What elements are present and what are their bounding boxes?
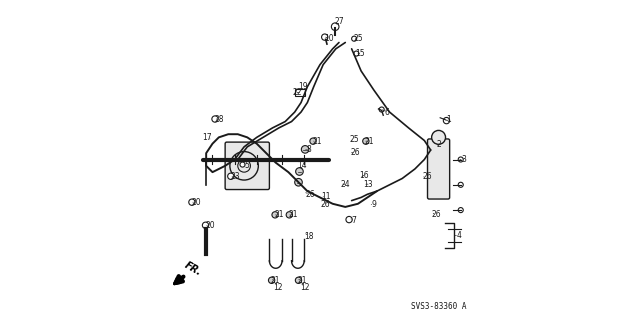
Text: 6: 6 [385, 108, 390, 116]
Text: 2: 2 [436, 140, 441, 149]
Circle shape [310, 138, 316, 144]
Text: 1: 1 [446, 115, 451, 124]
Text: 21: 21 [298, 276, 307, 285]
Circle shape [240, 162, 245, 167]
Text: 25: 25 [350, 135, 360, 145]
Circle shape [212, 116, 218, 122]
Text: 21: 21 [274, 210, 284, 219]
Text: 21: 21 [365, 137, 374, 146]
Circle shape [268, 277, 275, 284]
Text: 3: 3 [461, 155, 467, 164]
Text: 12: 12 [300, 283, 310, 292]
Text: 27: 27 [334, 18, 344, 26]
Circle shape [444, 117, 450, 124]
Circle shape [351, 36, 356, 41]
Text: 14: 14 [297, 161, 307, 170]
Circle shape [458, 182, 463, 187]
Text: 26: 26 [305, 190, 315, 199]
Text: 22: 22 [292, 88, 301, 97]
Text: 26: 26 [321, 200, 330, 209]
Circle shape [458, 208, 463, 213]
Text: 5: 5 [244, 161, 249, 170]
Text: 17: 17 [202, 133, 212, 143]
FancyBboxPatch shape [428, 139, 450, 199]
Text: 23: 23 [230, 172, 240, 181]
Circle shape [202, 222, 209, 228]
Text: 24: 24 [340, 180, 350, 189]
Circle shape [379, 107, 384, 112]
Text: 7: 7 [351, 216, 356, 225]
Circle shape [301, 145, 309, 153]
Text: 19: 19 [298, 82, 307, 91]
Text: 12: 12 [273, 283, 283, 292]
Circle shape [272, 212, 278, 218]
Text: 28: 28 [214, 115, 224, 123]
Text: 18: 18 [305, 232, 314, 241]
Text: 10: 10 [324, 34, 334, 43]
Text: 21: 21 [271, 276, 280, 285]
Text: 26: 26 [431, 210, 441, 219]
Text: 15: 15 [355, 49, 364, 58]
Circle shape [346, 216, 352, 223]
Text: 20: 20 [205, 221, 215, 230]
Circle shape [295, 277, 301, 284]
Text: 9: 9 [372, 200, 377, 209]
Text: 21: 21 [312, 137, 321, 146]
Circle shape [286, 212, 292, 218]
Circle shape [332, 23, 339, 31]
Circle shape [189, 199, 195, 205]
Circle shape [431, 130, 445, 144]
Text: 26: 26 [422, 172, 432, 182]
Circle shape [296, 168, 303, 175]
Text: 11: 11 [321, 192, 331, 201]
Circle shape [354, 51, 359, 56]
Text: 20: 20 [191, 198, 201, 207]
FancyBboxPatch shape [295, 89, 305, 96]
Text: 25: 25 [354, 34, 364, 43]
Text: 4: 4 [457, 231, 461, 240]
FancyBboxPatch shape [225, 142, 269, 189]
Circle shape [363, 138, 369, 144]
Text: 13: 13 [364, 180, 373, 189]
Circle shape [321, 34, 328, 40]
Circle shape [458, 157, 463, 162]
Text: SVS3-83360 A: SVS3-83360 A [411, 302, 467, 311]
Text: 8: 8 [307, 145, 312, 154]
Text: FR.: FR. [182, 260, 203, 278]
Text: 16: 16 [359, 171, 369, 180]
Text: 21: 21 [289, 210, 298, 219]
Text: 26: 26 [351, 148, 360, 157]
Circle shape [294, 178, 302, 186]
Circle shape [228, 173, 234, 179]
